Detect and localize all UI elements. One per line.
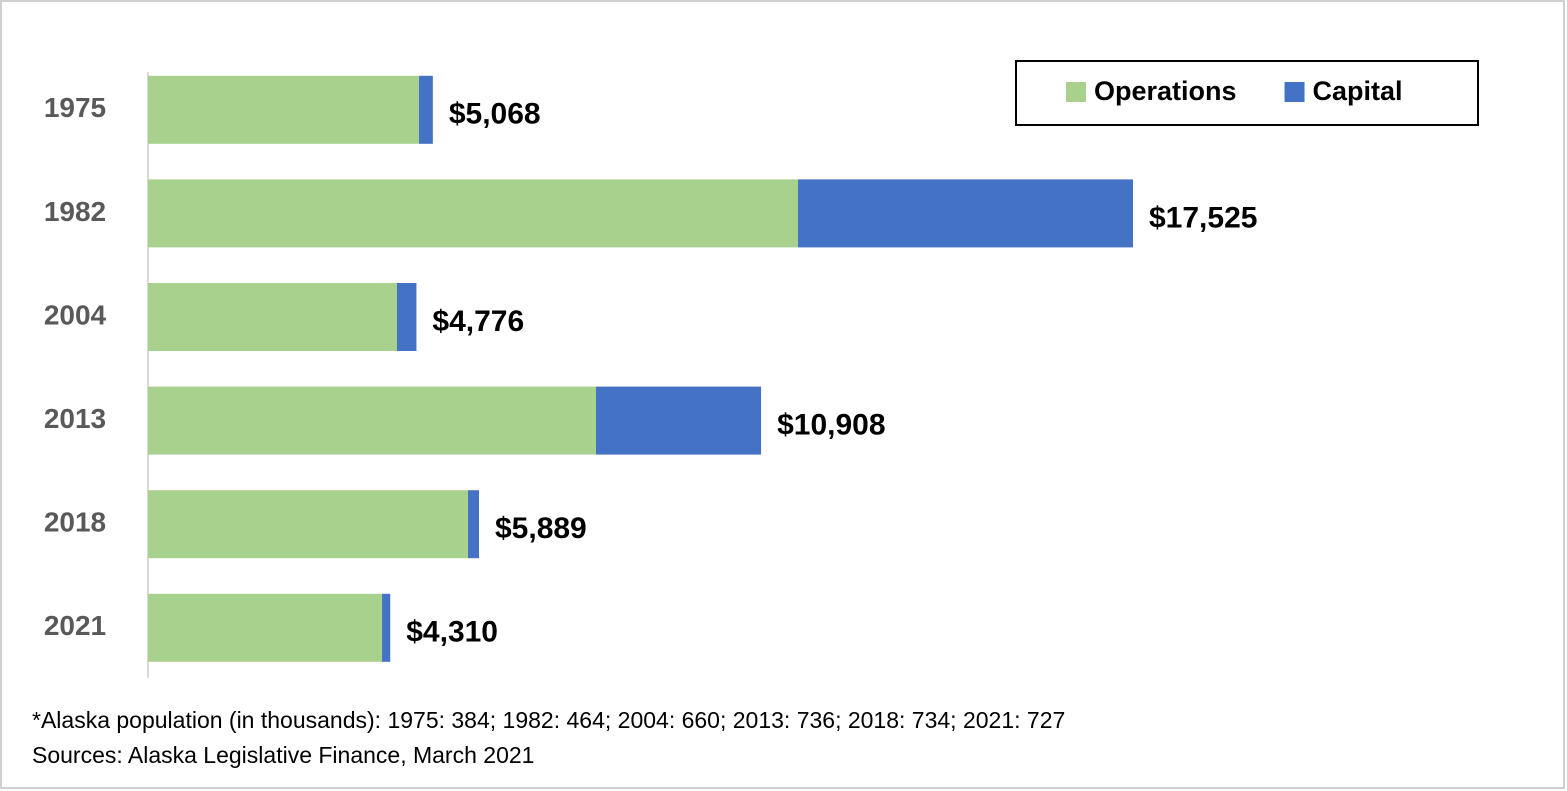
category-label: 2021 — [44, 610, 106, 641]
category-label: 1982 — [44, 196, 106, 227]
footnote: *Alaska population (in thousands): 1975:… — [32, 707, 1065, 733]
bar-segment — [148, 179, 799, 248]
total-label: $10,908 — [777, 409, 885, 442]
total-label: $17,525 — [1149, 201, 1257, 234]
bar-segment — [396, 283, 417, 351]
bar-segment — [148, 386, 597, 455]
legend-label: Operations — [1094, 76, 1237, 106]
bar-segment — [419, 75, 433, 144]
legend-box — [1015, 60, 1479, 126]
total-label: $5,889 — [495, 512, 587, 545]
legend-swatch — [1284, 82, 1305, 102]
bar-segment — [596, 386, 762, 455]
bar-segment — [148, 490, 469, 559]
category-label: 2018 — [44, 507, 106, 538]
category-label: 2013 — [44, 403, 106, 434]
bar-segment — [382, 593, 391, 662]
category-label: 1975 — [44, 92, 106, 123]
legend-swatch — [1066, 82, 1086, 102]
bar-segment — [468, 490, 479, 559]
total-label: $4,776 — [432, 305, 524, 338]
total-label: $5,068 — [449, 98, 541, 131]
footnote: Sources: Alaska Legislative Finance, Mar… — [32, 742, 534, 768]
bar-segment — [798, 179, 1133, 248]
total-label: $4,310 — [406, 616, 498, 649]
bar-segment — [148, 75, 420, 144]
category-label: 2004 — [44, 299, 107, 330]
bar-segment — [148, 593, 383, 662]
bar-segment — [148, 283, 397, 351]
legend-label: Capital — [1313, 76, 1403, 106]
